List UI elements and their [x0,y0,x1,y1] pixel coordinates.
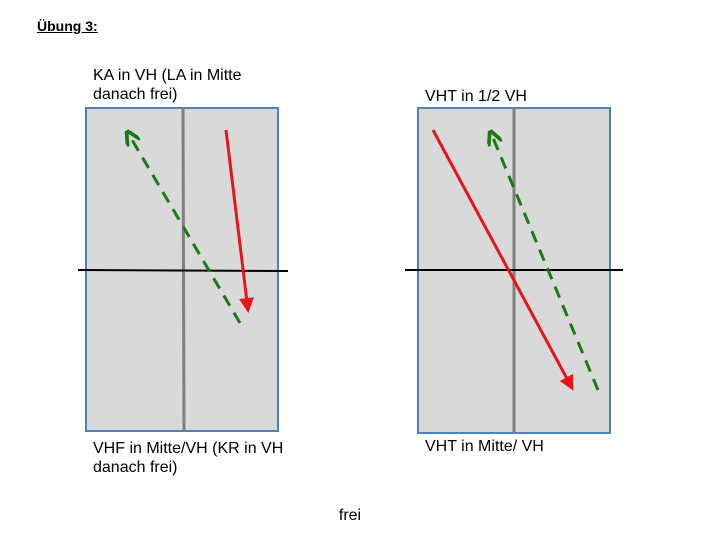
bottom-label: VHT in Mitte/ VH [425,438,544,455]
red-arrow [431,129,574,391]
bottom-label: VHF in Mitte/VH (KR in VH danach frei) [93,440,284,476]
green-dashed-arrow [491,133,600,391]
left-table [77,107,289,432]
footer-label: frei [338,507,362,524]
top-label: VHT in 1/2 VH [425,88,527,105]
red-arrow [224,129,254,313]
net [77,269,289,272]
title: Übung 3: [37,18,98,34]
center-line [181,107,186,432]
top-label: KA in VH (LA in Mitte danach frei) [93,67,242,103]
green-dashed-arrow [128,133,242,324]
right-table [405,107,623,434]
